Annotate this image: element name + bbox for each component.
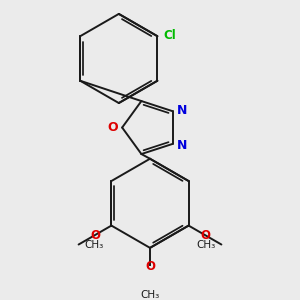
Text: O: O (90, 229, 100, 242)
Text: O: O (107, 121, 118, 134)
Text: N: N (176, 139, 187, 152)
Text: O: O (145, 260, 155, 273)
Text: O: O (200, 229, 210, 242)
Text: CH₃: CH₃ (84, 239, 104, 250)
Text: Cl: Cl (163, 28, 176, 42)
Text: N: N (176, 103, 187, 117)
Text: CH₃: CH₃ (140, 290, 160, 300)
Text: CH₃: CH₃ (196, 239, 216, 250)
